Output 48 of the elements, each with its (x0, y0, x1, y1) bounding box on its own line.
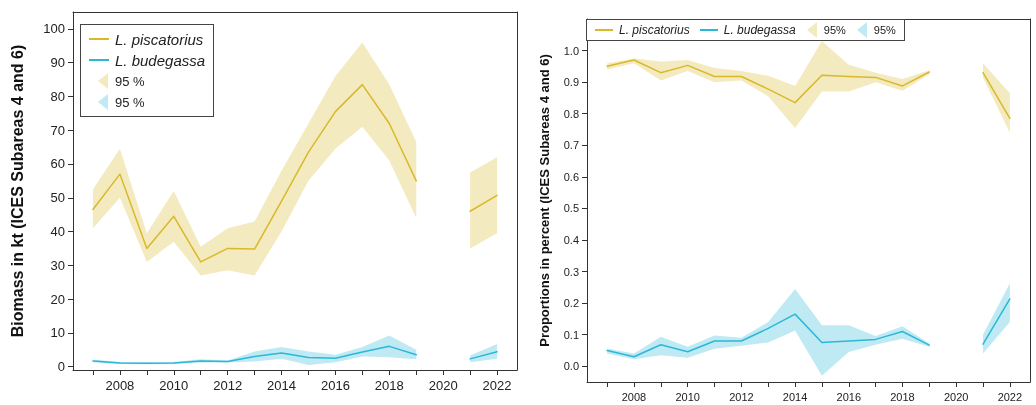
x-tick-label: 2008 (105, 378, 135, 393)
y-tick-label: 90 (50, 55, 65, 71)
y-axis-title: Proportions in percent (ICES Subareas 4 and 6) (537, 54, 552, 347)
legend-label: L. budegassa (115, 51, 206, 69)
x-tick-label: 2012 (213, 378, 243, 393)
y-tick-label: 60 (50, 156, 65, 172)
x-tick-label: 2010 (675, 390, 700, 403)
y-tick-label: 0.8 (563, 107, 579, 120)
x-tick-label: 2022 (997, 390, 1023, 403)
x-tick-label: 2014 (267, 378, 296, 393)
x-tick-label: 2008 (621, 390, 647, 403)
x-tick-label: 2018 (890, 390, 915, 403)
y-tick-label: 40 (50, 224, 65, 240)
x-tick-label: 2016 (836, 390, 862, 403)
y-tick-label: 0.4 (563, 233, 579, 246)
legend-label: L. piscatorius (619, 23, 690, 37)
y-tick-label: 0.9 (563, 76, 579, 89)
x-tick-label: 2014 (782, 390, 808, 403)
y-tick-label: 0.7 (563, 139, 579, 152)
x-tick-label: 2012 (729, 390, 754, 403)
y-tick-label: 10 (50, 325, 65, 341)
annotation: 95 % (115, 73, 145, 89)
y-tick-label: 0.0 (563, 360, 579, 373)
legend-label: L. budegassa (723, 23, 796, 37)
y-tick-label: 0.5 (563, 202, 579, 215)
legend-label: L. piscatorius (115, 30, 204, 48)
annotation: 95% (873, 24, 896, 36)
y-tick-label: 100 (43, 21, 65, 37)
x-tick-label: 2018 (374, 378, 404, 393)
y-tick-label: 1.0 (563, 44, 579, 57)
y-tick-label: 30 (50, 257, 65, 273)
y-tick-label: 50 (50, 190, 65, 206)
annotation: 95% (823, 24, 846, 36)
y-tick-label: 0.2 (563, 297, 579, 310)
x-tick-label: 2020 (428, 378, 458, 393)
y-tick-label: 0.6 (563, 170, 579, 183)
y-axis-title: Biomass in kt (ICES Subareas 4 and 6) (8, 44, 26, 338)
x-tick-label: 2020 (943, 390, 969, 403)
x-tick-label: 2022 (482, 378, 512, 393)
y-tick-label: 0.1 (563, 328, 579, 341)
y-tick-label: 80 (50, 88, 65, 104)
y-tick-label: 20 (50, 291, 65, 307)
y-tick-label: 70 (50, 122, 65, 138)
annotation: 95 % (115, 94, 145, 110)
y-tick-label: 0.3 (563, 265, 579, 278)
x-tick-label: 2016 (320, 378, 350, 393)
y-tick-label: 0 (57, 359, 65, 375)
x-tick-label: 2010 (159, 378, 189, 393)
